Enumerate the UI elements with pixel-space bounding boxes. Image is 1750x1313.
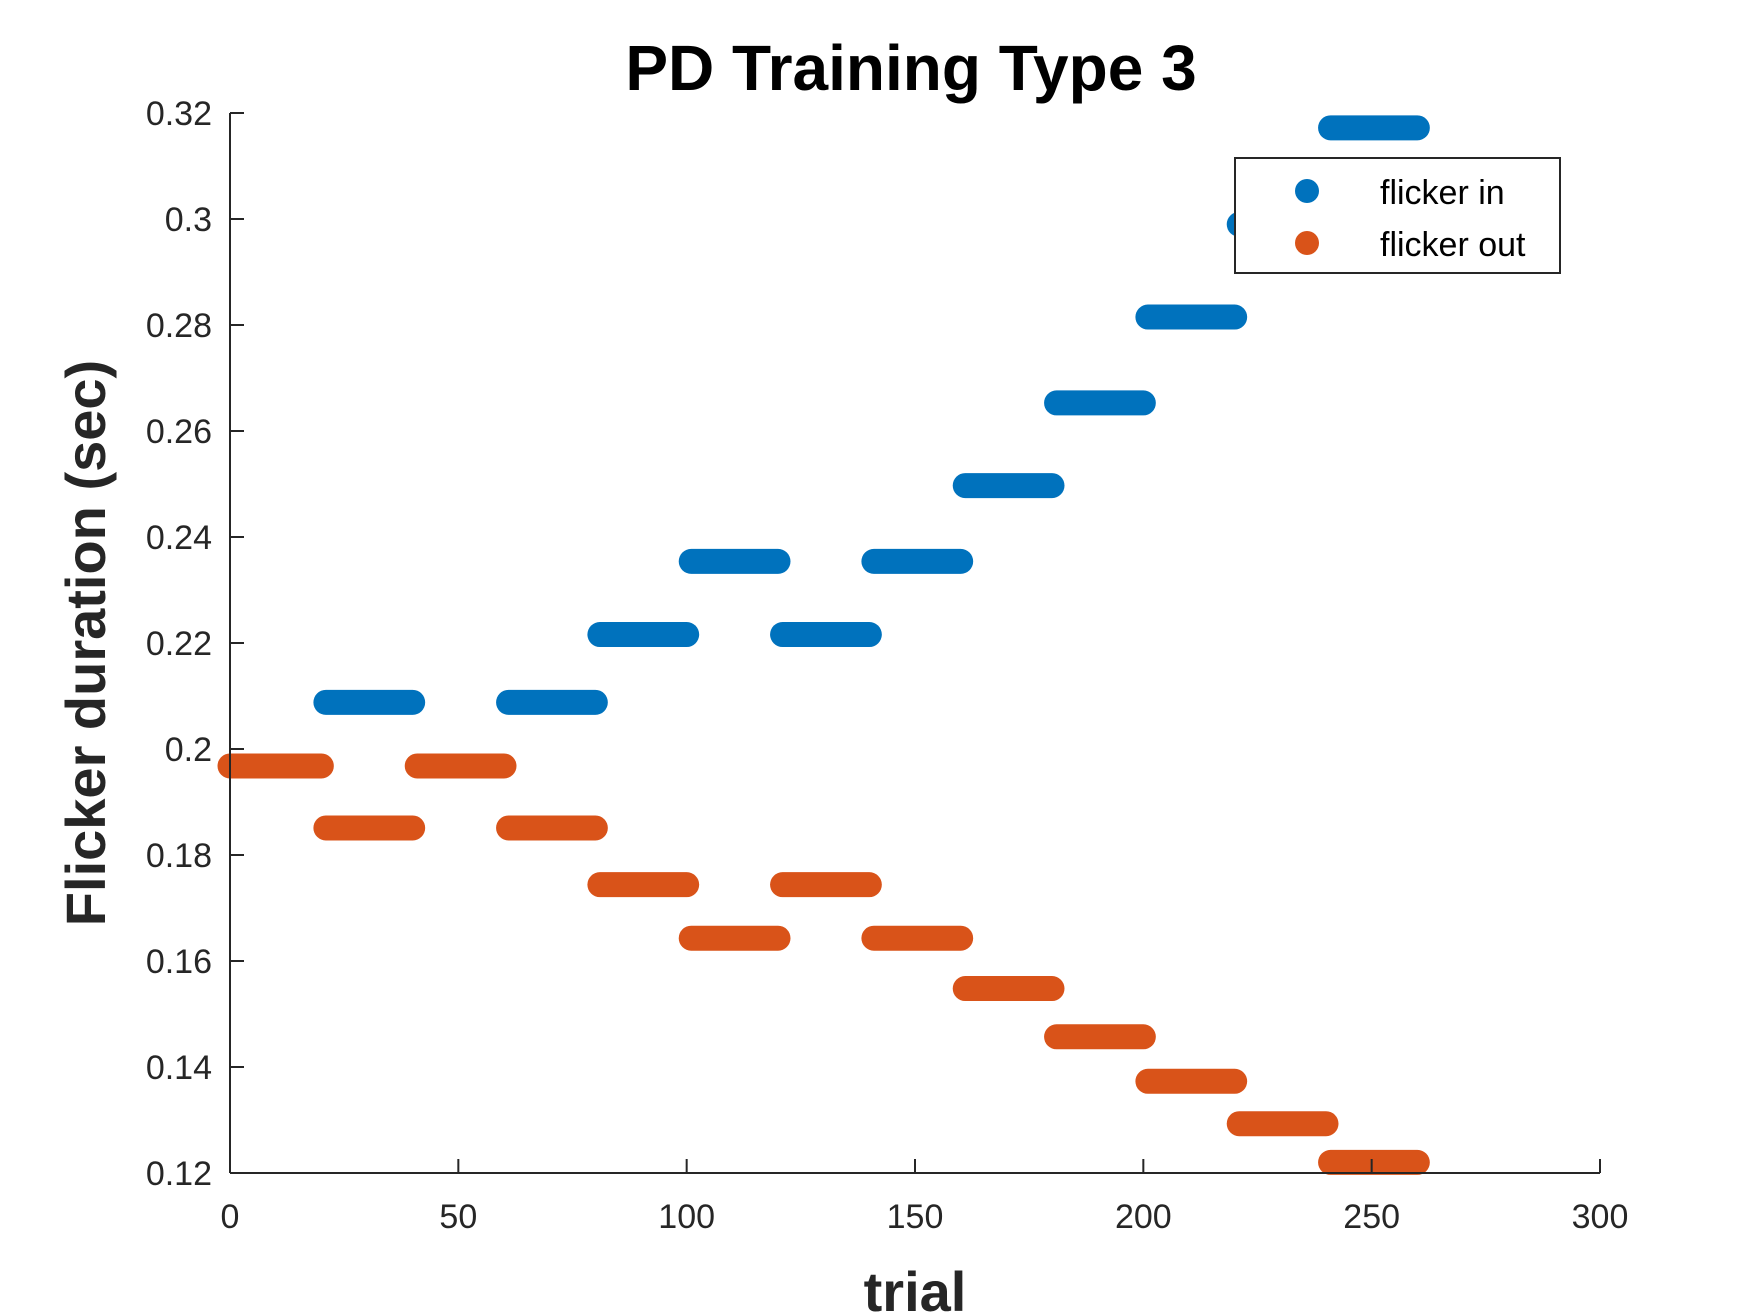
x-tick-label: 50 [439, 1198, 477, 1236]
chart-title: PD Training Type 3 [625, 32, 1196, 104]
x-axis-label: trial [864, 1260, 967, 1313]
y-tick-label: 0.12 [146, 1155, 212, 1193]
x-axis-ticks: 0 50 100 150 200 250 300 [221, 1159, 1629, 1236]
x-tick-label: 200 [1115, 1198, 1172, 1236]
y-tick-label: 0.16 [146, 943, 212, 981]
x-tick-label: 100 [658, 1198, 715, 1236]
y-tick-label: 0.2 [165, 731, 212, 769]
legend-label-flicker-out: flicker out [1380, 226, 1526, 264]
plot-area [230, 113, 1600, 1173]
legend: flicker in flicker out [1234, 157, 1561, 274]
series-flicker-out [217, 753, 1430, 1175]
legend-label-flicker-in: flicker in [1380, 174, 1505, 212]
y-tick-label: 0.28 [146, 307, 212, 345]
y-axis-ticks: 0.12 0.14 0.16 0.18 0.2 0.22 0.24 0.26 0.28 0.3 0.… [146, 95, 244, 1193]
y-tick-label: 0.32 [146, 95, 212, 133]
y-tick-label: 0.26 [146, 413, 212, 451]
legend-marker-flicker-in [1295, 179, 1319, 203]
y-tick-label: 0.3 [165, 201, 212, 239]
y-axis-label: Flicker duration (sec) [54, 360, 117, 926]
legend-box [1234, 157, 1561, 274]
y-tick-label: 0.22 [146, 625, 212, 663]
x-tick-label: 150 [887, 1198, 944, 1236]
y-tick-label: 0.18 [146, 837, 212, 875]
y-tick-label: 0.14 [146, 1049, 212, 1087]
y-tick-label: 0.24 [146, 519, 212, 557]
x-tick-label: 250 [1343, 1198, 1400, 1236]
legend-marker-flicker-out [1295, 231, 1319, 255]
x-tick-label: 0 [221, 1198, 240, 1236]
x-tick-label: 300 [1572, 1198, 1629, 1236]
